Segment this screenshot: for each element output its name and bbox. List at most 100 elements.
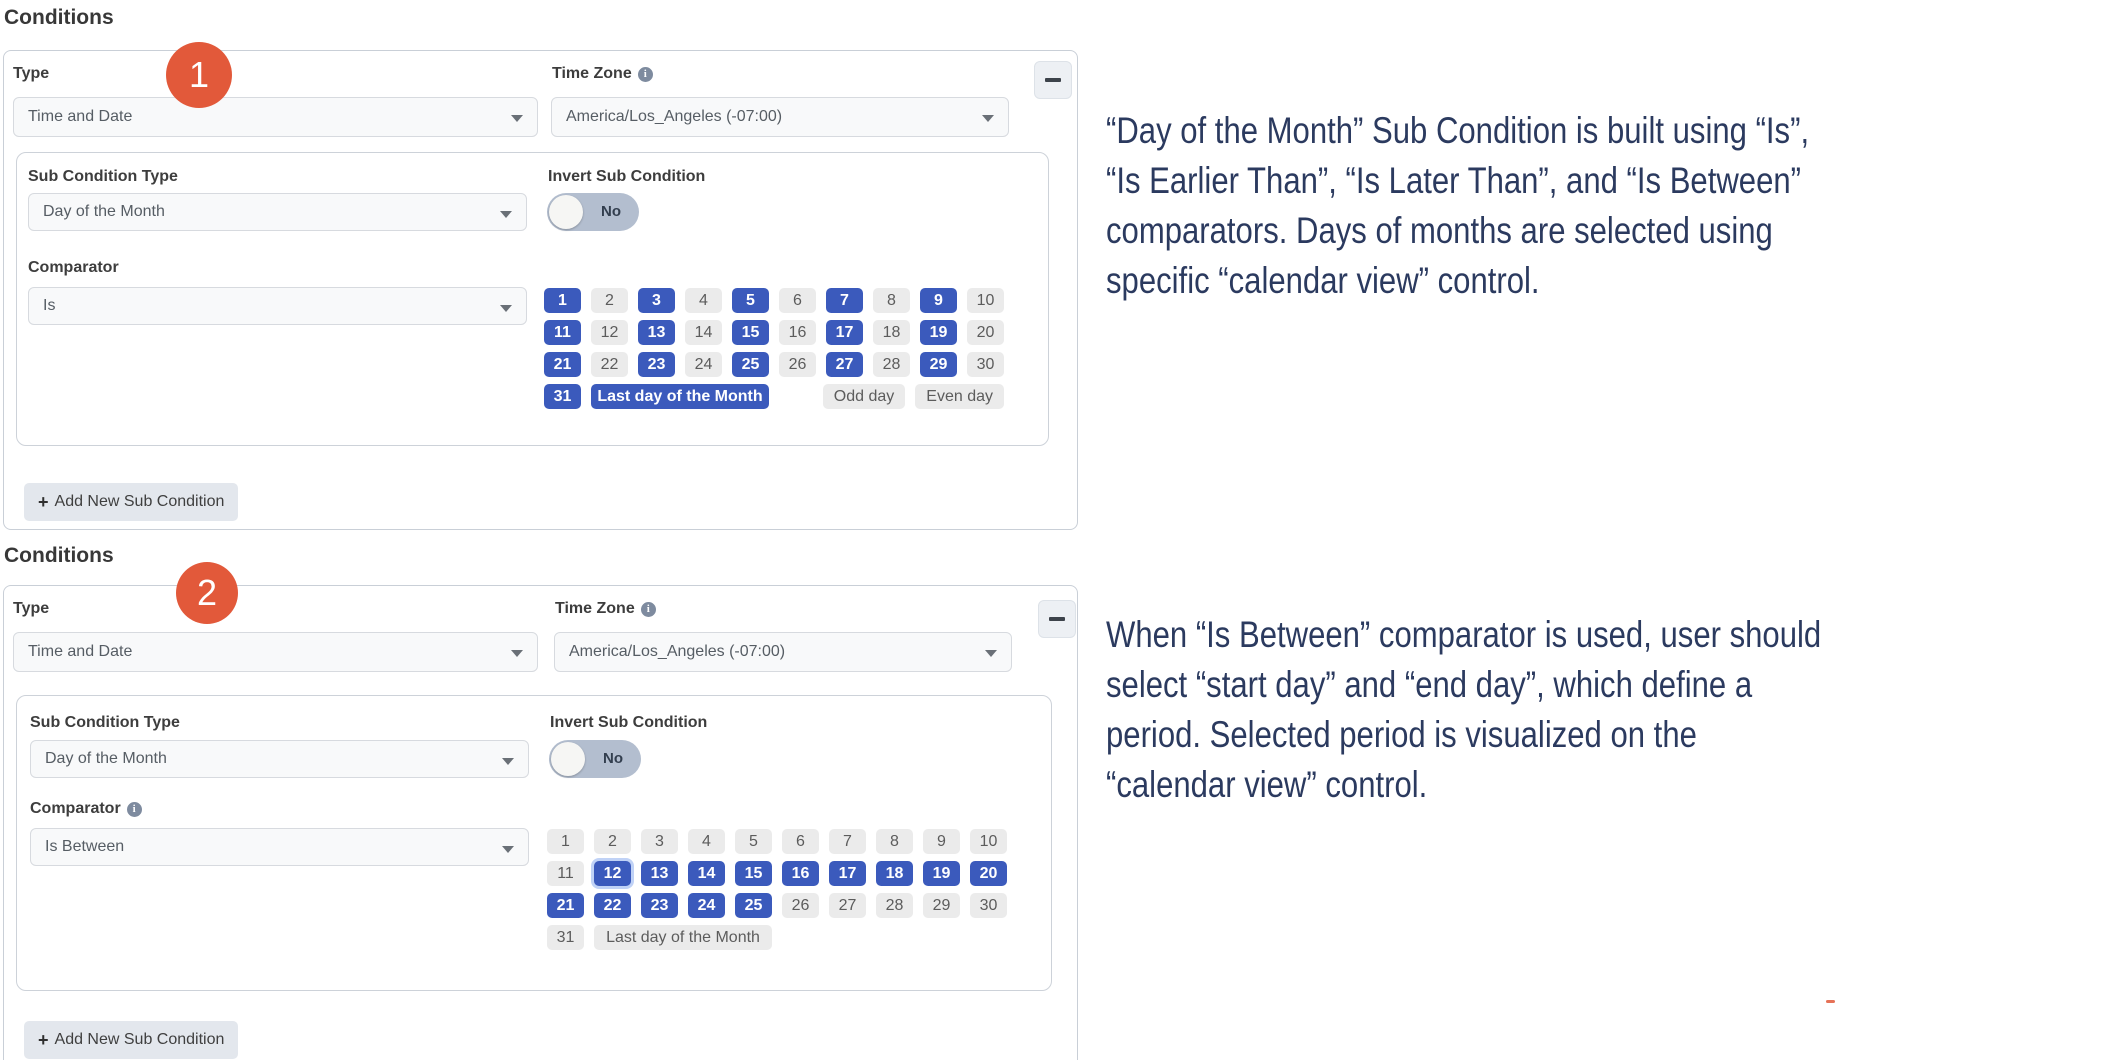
day-5-button[interactable]: 5 <box>732 288 769 313</box>
odd-day-button[interactable]: Odd day <box>822 384 906 409</box>
day-28-button[interactable]: 28 <box>876 893 913 918</box>
day-1-button[interactable]: 1 <box>544 288 581 313</box>
day-25-button[interactable]: 25 <box>732 352 769 377</box>
sub-condition-type-select[interactable]: Day of the Month <box>28 193 527 231</box>
stray-mark <box>1826 1000 1835 1003</box>
timezone-label: Time Zone i <box>555 600 656 618</box>
day-8-button[interactable]: 8 <box>873 288 910 313</box>
day-28-button[interactable]: 28 <box>873 352 910 377</box>
day-12-button[interactable]: 12 <box>591 320 628 345</box>
type-label: Type <box>13 65 50 82</box>
day-17-button[interactable]: 17 <box>826 320 863 345</box>
info-icon[interactable]: i <box>126 802 142 817</box>
type-select[interactable]: Time and Date <box>13 632 538 672</box>
day-of-month-calendar: 1 2 3 4 5 6 7 8 9 10 11 12 13 14 15 16 17 18 19 20 21 22 23 24 2… <box>544 288 1004 409</box>
day-31-button[interactable]: 31 <box>547 925 584 950</box>
invert-toggle[interactable]: No <box>547 193 639 231</box>
day-18-button[interactable]: 18 <box>876 861 913 886</box>
day-24-button[interactable]: 24 <box>688 893 725 918</box>
sub-condition-type-select[interactable]: Day of the Month <box>30 740 529 778</box>
day-25-button[interactable]: 25 <box>735 893 772 918</box>
day-14-button[interactable]: 14 <box>685 320 722 345</box>
plus-icon: + <box>38 491 49 512</box>
day-2-button[interactable]: 2 <box>594 829 631 854</box>
day-23-button[interactable]: 23 <box>641 893 678 918</box>
last-day-of-month-button[interactable]: Last day of the Month <box>594 925 772 950</box>
day-31-button[interactable]: 31 <box>544 384 581 409</box>
day-8-button[interactable]: 8 <box>876 829 913 854</box>
day-12-button[interactable]: 12 <box>594 861 631 886</box>
day-2-button[interactable]: 2 <box>591 288 628 313</box>
day-23-button[interactable]: 23 <box>638 352 675 377</box>
day-15-button[interactable]: 15 <box>735 861 772 886</box>
remove-condition-button[interactable] <box>1038 600 1076 638</box>
day-17-button[interactable]: 17 <box>829 861 866 886</box>
day-22-button[interactable]: 22 <box>594 893 631 918</box>
day-4-button[interactable]: 4 <box>685 288 722 313</box>
day-1-button[interactable]: 1 <box>547 829 584 854</box>
note-line: period. Selected period is visualized on… <box>1106 714 1697 755</box>
day-30-button[interactable]: 30 <box>967 352 1004 377</box>
info-icon[interactable]: i <box>637 67 653 82</box>
day-30-button[interactable]: 30 <box>970 893 1007 918</box>
comparator-select[interactable]: Is <box>28 287 527 325</box>
day-14-button[interactable]: 14 <box>688 861 725 886</box>
day-27-button[interactable]: 27 <box>826 352 863 377</box>
day-6-button[interactable]: 6 <box>782 829 819 854</box>
day-18-button[interactable]: 18 <box>873 320 910 345</box>
day-13-button[interactable]: 13 <box>641 861 678 886</box>
day-22-button[interactable]: 22 <box>591 352 628 377</box>
comparator-value: Is Between <box>45 838 125 855</box>
day-6-button[interactable]: 6 <box>779 288 816 313</box>
day-27-button[interactable]: 27 <box>829 893 866 918</box>
day-11-button[interactable]: 11 <box>547 861 584 886</box>
section-heading: Conditions <box>4 544 114 567</box>
even-day-button[interactable]: Even day <box>915 384 1004 409</box>
day-26-button[interactable]: 26 <box>782 893 819 918</box>
day-10-button[interactable]: 10 <box>967 288 1004 313</box>
day-20-button[interactable]: 20 <box>970 861 1007 886</box>
day-29-button[interactable]: 29 <box>920 352 957 377</box>
day-10-button[interactable]: 10 <box>970 829 1007 854</box>
sub-condition-type-value: Day of the Month <box>45 750 167 767</box>
condition-panel-1: Type Time and Date Time Zone i America/Lo… <box>3 50 1078 530</box>
last-day-of-month-button[interactable]: Last day of the Month <box>591 384 769 409</box>
minus-icon <box>1045 78 1061 82</box>
day-21-button[interactable]: 21 <box>544 352 581 377</box>
invert-sub-condition-label: Invert Sub Condition <box>548 168 706 185</box>
remove-condition-button[interactable] <box>1034 61 1072 99</box>
day-19-button[interactable]: 19 <box>920 320 957 345</box>
day-11-button[interactable]: 11 <box>544 320 581 345</box>
sub-condition-type-label: Sub Condition Type <box>30 714 180 731</box>
day-21-button[interactable]: 21 <box>547 893 584 918</box>
day-16-button[interactable]: 16 <box>779 320 816 345</box>
add-new-sub-condition-button[interactable]: + Add New Sub Condition <box>24 1021 239 1059</box>
day-7-button[interactable]: 7 <box>829 829 866 854</box>
timezone-select[interactable]: America/Los_Angeles (-07:00) <box>554 632 1012 672</box>
day-9-button[interactable]: 9 <box>920 288 957 313</box>
note-line: specific “calendar view” control. <box>1106 260 1540 301</box>
day-7-button[interactable]: 7 <box>826 288 863 313</box>
info-icon[interactable]: i <box>640 602 656 617</box>
day-26-button[interactable]: 26 <box>779 352 816 377</box>
day-13-button[interactable]: 13 <box>638 320 675 345</box>
day-19-button[interactable]: 19 <box>923 861 960 886</box>
day-15-button[interactable]: 15 <box>732 320 769 345</box>
sub-condition-type-label: Sub Condition Type <box>28 168 178 185</box>
invert-toggle[interactable]: No <box>549 740 641 778</box>
day-24-button[interactable]: 24 <box>685 352 722 377</box>
day-5-button[interactable]: 5 <box>735 829 772 854</box>
type-select[interactable]: Time and Date <box>13 97 538 137</box>
day-20-button[interactable]: 20 <box>967 320 1004 345</box>
day-3-button[interactable]: 3 <box>641 829 678 854</box>
day-4-button[interactable]: 4 <box>688 829 725 854</box>
day-29-button[interactable]: 29 <box>923 893 960 918</box>
timezone-label: Time Zone i <box>552 65 653 83</box>
day-9-button[interactable]: 9 <box>923 829 960 854</box>
day-16-button[interactable]: 16 <box>782 861 819 886</box>
add-new-sub-condition-button[interactable]: + Add New Sub Condition <box>24 483 239 521</box>
timezone-select[interactable]: America/Los_Angeles (-07:00) <box>551 97 1009 137</box>
day-3-button[interactable]: 3 <box>638 288 675 313</box>
comparator-select[interactable]: Is Between <box>30 828 529 866</box>
